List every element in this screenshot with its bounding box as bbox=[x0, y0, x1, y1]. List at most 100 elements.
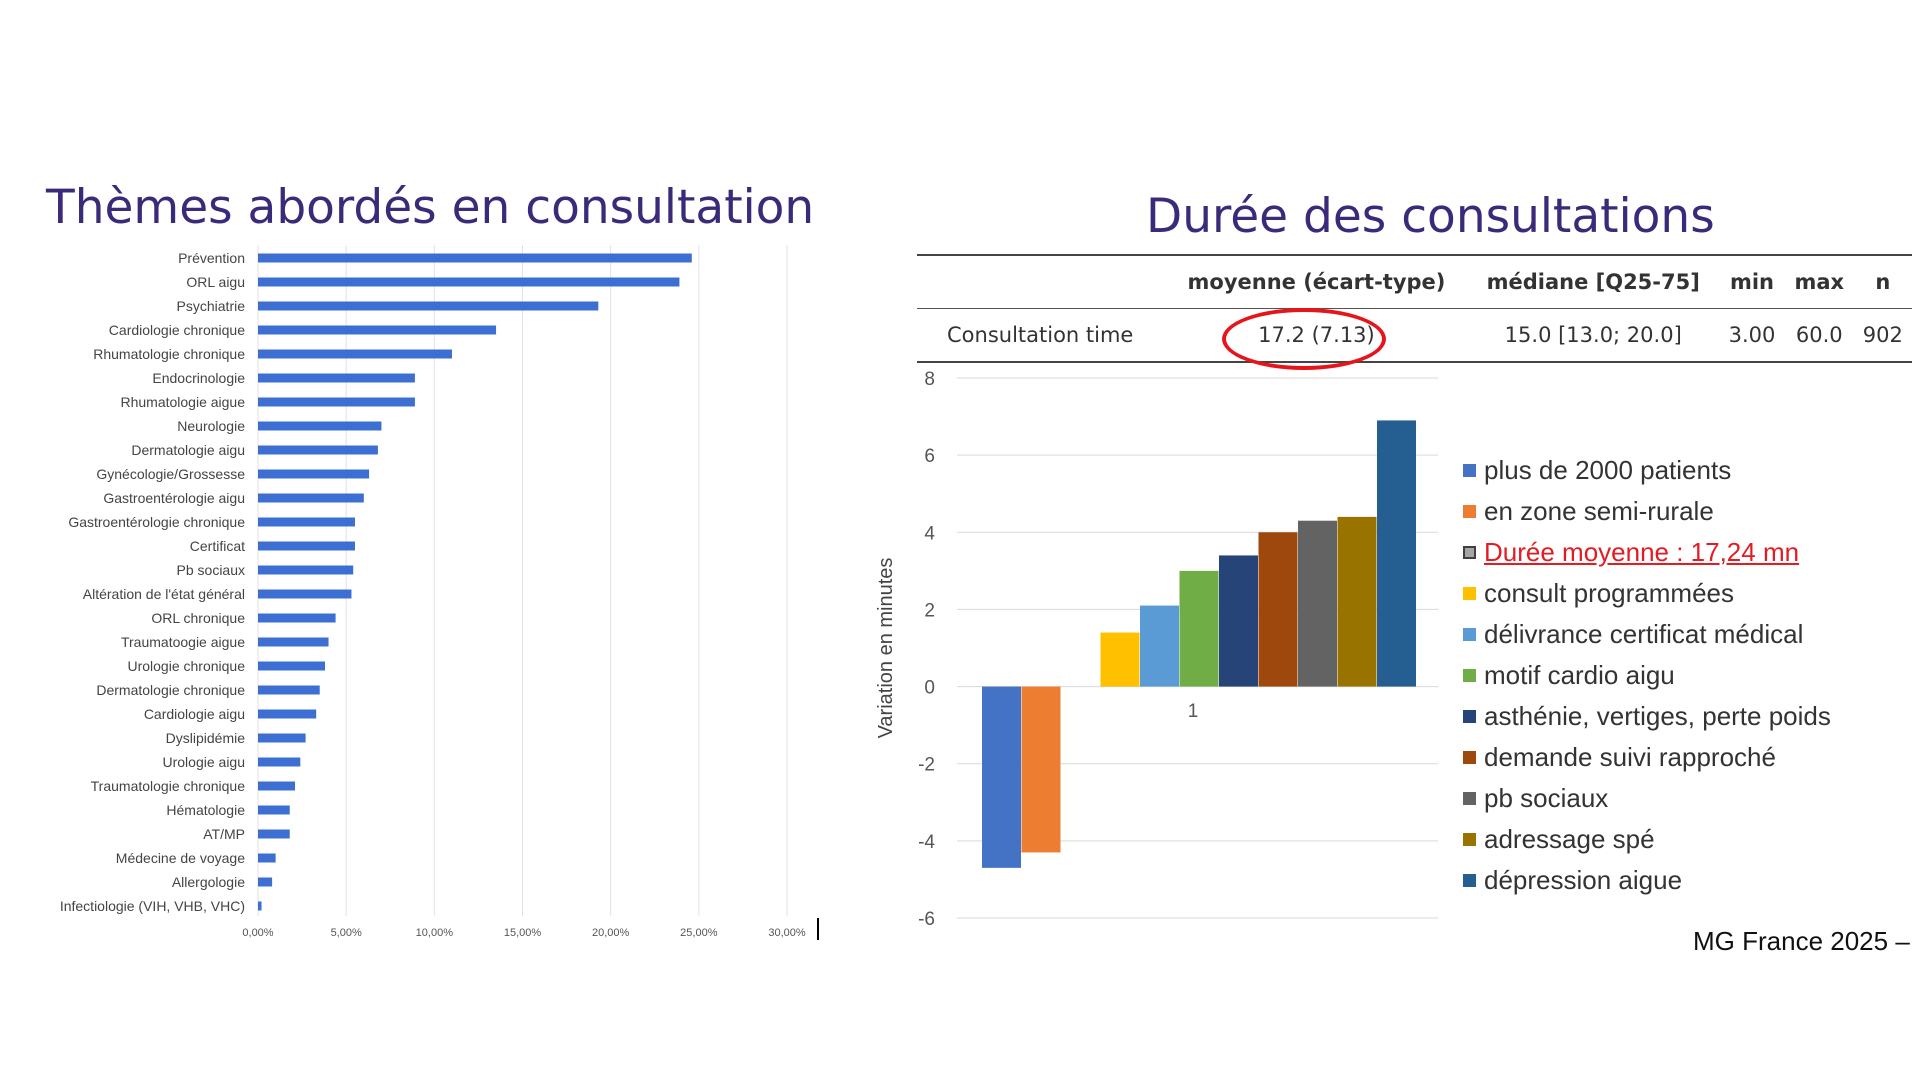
category-label: Rhumatologie chronique bbox=[93, 346, 245, 362]
legend-label: consult programmées bbox=[1484, 578, 1734, 608]
duration-variation-chart: 8 6 4 2 0 -2 -4 -6 Variation en minutes 1 bbox=[875, 369, 1438, 930]
legend-label: en zone semi-rurale bbox=[1484, 496, 1714, 526]
category-label: Prévention bbox=[178, 250, 245, 266]
category-label: Pb sociaux bbox=[177, 562, 245, 578]
legend-item: en zone semi-rurale bbox=[1463, 491, 1831, 532]
y-axis-title: Variation en minutes bbox=[875, 558, 897, 739]
bar bbox=[258, 853, 276, 863]
y-tick-label: -2 bbox=[918, 755, 935, 776]
legend-label: délivrance certificat médical bbox=[1484, 619, 1804, 649]
legend-item: demande suivi rapproché bbox=[1463, 737, 1831, 778]
category-label: Certificat bbox=[190, 538, 245, 554]
bar bbox=[1021, 686, 1061, 853]
legend-label: asthénie, vertiges, perte poids bbox=[1484, 701, 1831, 731]
bar bbox=[258, 757, 301, 767]
chart-legend: plus de 2000 patients en zone semi-rurale… bbox=[1463, 450, 1831, 901]
bar bbox=[258, 253, 692, 263]
legend-item: adressage spé bbox=[1463, 819, 1831, 860]
left-chart-title: Thèmes abordés en consultation bbox=[46, 180, 815, 235]
category-label: Traumatologie chronique bbox=[91, 778, 246, 794]
bar bbox=[258, 589, 352, 599]
legend-item: consult programmées bbox=[1463, 573, 1831, 614]
table-cell: Consultation time bbox=[917, 308, 1166, 363]
table-header-cell: moyenne (écart-type) bbox=[1165, 255, 1468, 309]
y-tick-label: 0 bbox=[924, 678, 935, 699]
bar bbox=[258, 493, 364, 503]
bar bbox=[258, 445, 378, 455]
table-header-cell: max bbox=[1784, 255, 1854, 309]
legend-label: pb sociaux bbox=[1484, 783, 1609, 813]
bar bbox=[258, 277, 680, 287]
x-tick-label: 10,00% bbox=[416, 927, 454, 939]
highlight-ellipse bbox=[1222, 308, 1386, 370]
legend-swatch bbox=[1463, 874, 1476, 887]
legend-item: dépression aigue bbox=[1463, 860, 1831, 901]
category-label: Endocrinologie bbox=[152, 370, 245, 386]
category-label: Traumatoogie aigue bbox=[121, 634, 245, 650]
category-label: Cardiologie aigu bbox=[144, 706, 245, 722]
category-label: Gastroentérologie chronique bbox=[68, 514, 245, 530]
y-tick-label: 4 bbox=[924, 523, 935, 544]
bar bbox=[258, 805, 290, 815]
footer-text: MG France 2025 – bbox=[1693, 926, 1910, 956]
category-label: Neurologie bbox=[177, 418, 245, 434]
category-label: Urologie aigu bbox=[163, 754, 246, 770]
bar bbox=[258, 349, 452, 359]
category-label: Dyslipidémie bbox=[166, 730, 246, 746]
bar bbox=[258, 709, 317, 719]
legend-label: demande suivi rapproché bbox=[1484, 742, 1776, 772]
bar bbox=[258, 733, 306, 743]
category-label: ORL chronique bbox=[151, 610, 245, 626]
category-label: ORL aigu bbox=[186, 274, 245, 290]
category-label: Hématologie bbox=[166, 802, 245, 818]
x-tick-label: 1 bbox=[1188, 701, 1199, 722]
bar bbox=[258, 565, 354, 575]
legend-label: adressage spé bbox=[1484, 824, 1655, 854]
table-header-row: moyenne (écart-type) médiane [Q25-75] mi… bbox=[917, 255, 1912, 309]
legend-item: plus de 2000 patients bbox=[1463, 450, 1831, 491]
bar bbox=[1258, 532, 1298, 687]
legend-label: Durée moyenne : 17,24 mn bbox=[1484, 537, 1800, 567]
bar bbox=[258, 373, 415, 383]
bar bbox=[1219, 555, 1258, 687]
duration-table: moyenne (écart-type) médiane [Q25-75] mi… bbox=[917, 254, 1912, 363]
y-tick-label: 2 bbox=[924, 600, 935, 621]
bar bbox=[258, 685, 320, 695]
bar bbox=[1298, 520, 1337, 687]
themes-bar-chart: 0,00% 5,00% 10,00% 15,00% 20,00% 25,00% 30,00%… bbox=[60, 245, 806, 939]
category-label: Cardiologie chronique bbox=[109, 322, 245, 338]
bar bbox=[1179, 570, 1219, 687]
category-label: Allergologie bbox=[172, 874, 245, 890]
bar bbox=[258, 469, 370, 479]
legend-swatch bbox=[1463, 669, 1476, 682]
x-tick-label: 20,00% bbox=[592, 927, 630, 939]
x-tick-label: 5,00% bbox=[331, 927, 362, 939]
table-header-cell: min bbox=[1719, 255, 1785, 309]
legend-item: délivrance certificat médical bbox=[1463, 614, 1831, 655]
legend-item: asthénie, vertiges, perte poids bbox=[1463, 696, 1831, 737]
bar bbox=[258, 397, 415, 407]
bar bbox=[982, 686, 1021, 868]
text-cursor bbox=[817, 918, 819, 940]
legend-swatch bbox=[1463, 833, 1476, 846]
y-tick-label: -6 bbox=[918, 909, 935, 930]
legend-swatch bbox=[1463, 628, 1476, 641]
bar bbox=[258, 325, 497, 335]
bar bbox=[1377, 420, 1416, 687]
category-label: Médecine de voyage bbox=[116, 850, 245, 866]
table-header-cell: médiane [Q25-75] bbox=[1467, 255, 1720, 309]
legend-item: Durée moyenne : 17,24 mn bbox=[1463, 532, 1831, 573]
table-cell: 60.0 bbox=[1784, 308, 1854, 363]
bar bbox=[1337, 516, 1377, 687]
table-row: Consultation time 17.2 (7.13) 15.0 [13.0… bbox=[917, 308, 1912, 363]
x-tick-label: 30,00% bbox=[768, 927, 806, 939]
bar bbox=[258, 301, 599, 311]
y-tick-label: 6 bbox=[924, 446, 935, 467]
legend-swatch bbox=[1463, 710, 1476, 723]
legend-label: motif cardio aigu bbox=[1484, 660, 1675, 690]
table-cell: 902 bbox=[1853, 308, 1912, 363]
bar bbox=[1140, 605, 1179, 687]
category-label: Dermatologie aigu bbox=[131, 442, 245, 458]
category-label: Psychiatrie bbox=[177, 298, 246, 314]
bar bbox=[258, 613, 336, 623]
